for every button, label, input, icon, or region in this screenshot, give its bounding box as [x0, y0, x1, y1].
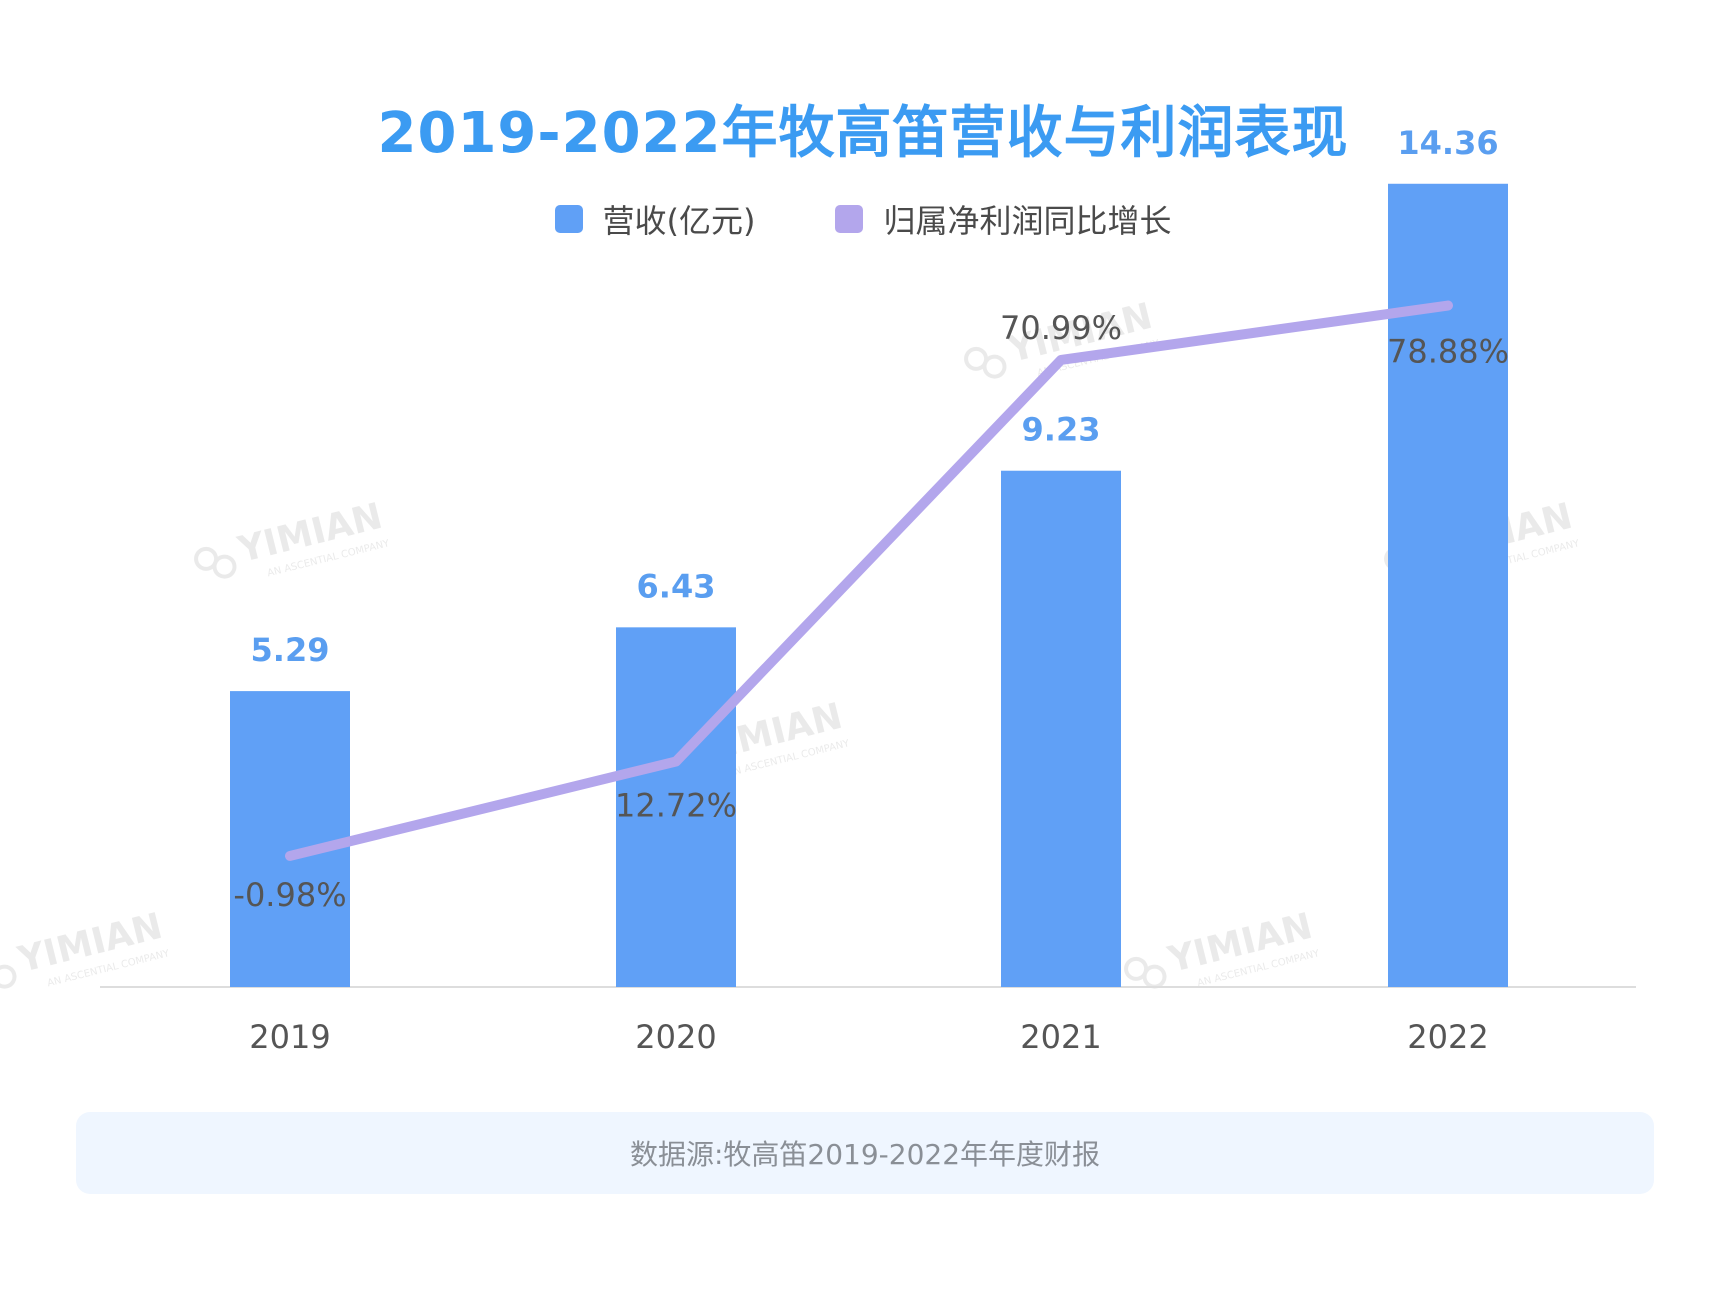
legend-item-revenue: 营收(亿元) [554, 196, 756, 242]
x-tick-label: 2019 [249, 1018, 330, 1056]
source-note: 数据源:牧高笛2019-2022年年度财报 [76, 1112, 1654, 1194]
bar-2019 [230, 691, 350, 987]
line-profit-growth [285, 300, 1453, 861]
watermark-logo-icon [212, 554, 237, 579]
bar-value-label: 6.43 [637, 567, 716, 605]
bar-value-label: 14.36 [1397, 124, 1498, 162]
legend-label-revenue: 营收(亿元) [602, 202, 756, 240]
watermark-logo-icon [964, 346, 989, 371]
line-series [285, 300, 1453, 861]
bar-value-label: 5.29 [251, 631, 330, 669]
bar-2020 [616, 627, 736, 987]
x-axis-ticks: 2019 2020 2021 2022 [249, 1018, 1488, 1056]
bar-series [230, 183, 1508, 988]
chart-title: 2019-2022年牧高笛营收与利润表现 [377, 101, 1349, 166]
line-value-label: -0.98% [233, 876, 346, 914]
x-tick-label: 2020 [635, 1018, 716, 1056]
source-text: 数据源:牧高笛2019-2022年年度财报 [629, 1138, 1101, 1171]
legend-swatch-profit-growth [835, 205, 864, 233]
line-value-label: 70.99% [1000, 309, 1122, 347]
x-tick-label: 2022 [1407, 1018, 1488, 1056]
legend-label-profit-growth: 归属净利润同比增长 [883, 202, 1172, 240]
watermark-logo-icon [982, 354, 1007, 379]
bar-2022 [1388, 183, 1508, 987]
watermark-logo-icon [194, 546, 219, 571]
watermark-logo-icon [1124, 956, 1149, 981]
line-value-label: 12.72% [615, 787, 737, 825]
line-value-label: 78.88% [1387, 333, 1509, 371]
legend-item-profit-growth: 归属净利润同比增长 [835, 196, 1172, 242]
chart-legend: 营收(亿元) 归属净利润同比增长 [0, 196, 1726, 242]
legend-swatch-revenue [554, 205, 583, 233]
data-labels: 5.29 6.43 9.23 14.36 -0.98% 12.72% 70.99% 78.88… [233, 124, 1509, 914]
bar-2021 [1001, 470, 1121, 988]
bar-value-label: 9.23 [1022, 411, 1101, 449]
x-tick-label: 2021 [1020, 1018, 1101, 1056]
watermark-logo-icon [0, 964, 17, 989]
